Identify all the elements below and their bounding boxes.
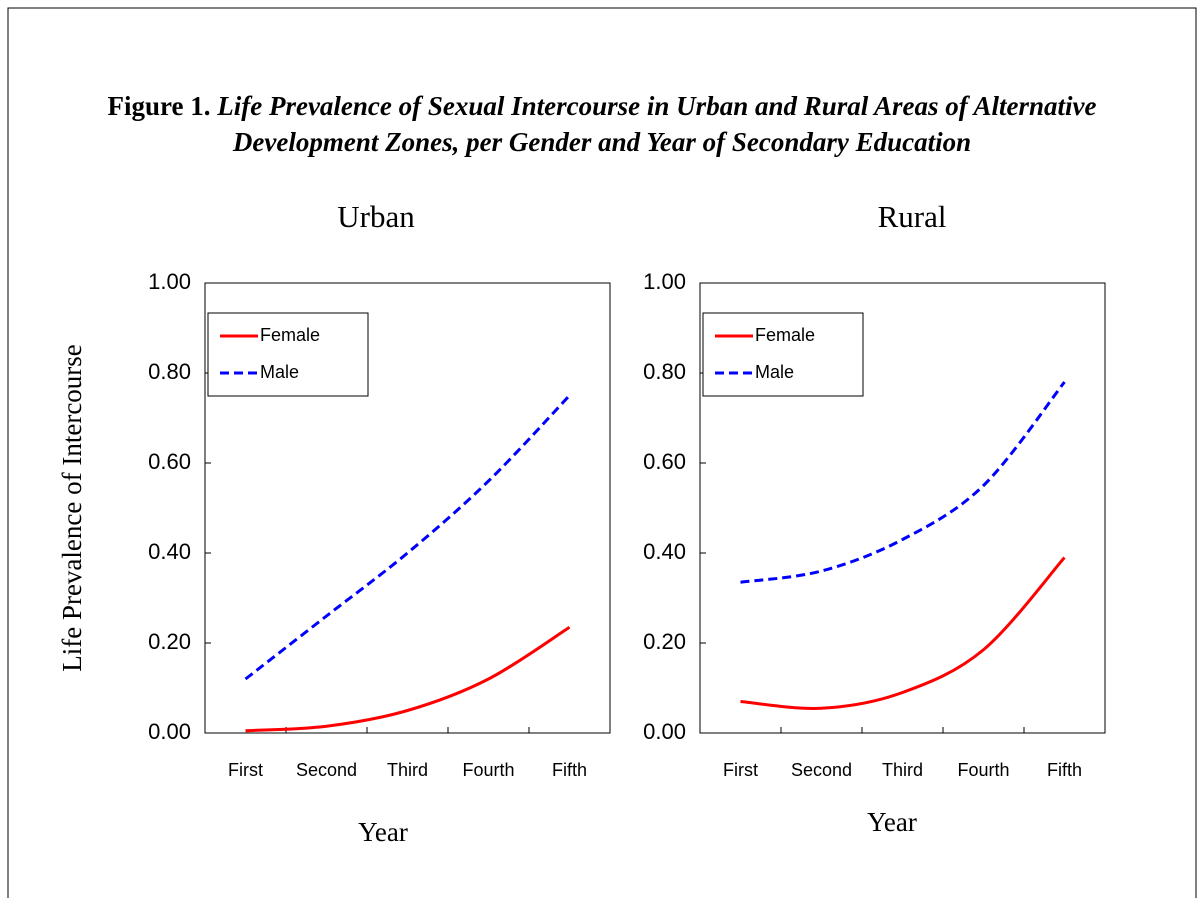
x-tick-label: Fifth (1047, 760, 1082, 780)
x-tick-label: Fourth (462, 760, 514, 780)
x-tick-label: Third (387, 760, 428, 780)
x-axis-label: Year (867, 807, 917, 837)
panel-title: Urban (337, 199, 415, 234)
figure-label: Figure 1. (107, 91, 211, 121)
y-tick-label: 0.60 (643, 449, 686, 474)
legend-box (207, 312, 369, 397)
series-line (740, 556, 1066, 710)
y-axis-label: Life Prevalence of Intercourse (57, 344, 87, 672)
x-axis-label: Year (358, 817, 408, 847)
y-tick-label: 0.20 (643, 629, 686, 654)
legend-label: Male (755, 362, 794, 382)
y-tick-label: 0.20 (148, 629, 191, 654)
y-tick-label: 0.40 (148, 539, 191, 564)
y-tick-label: 1.00 (643, 269, 686, 294)
series-line (245, 625, 571, 733)
legend-label: Female (260, 325, 320, 345)
y-tick-label: 0.80 (148, 359, 191, 384)
y-tick-label: 0.60 (148, 449, 191, 474)
plot-area (204, 282, 611, 734)
plot-area (699, 282, 1106, 734)
y-tick-label: 0.00 (148, 719, 191, 744)
frame (7, 7, 1197, 898)
x-tick-label: Second (296, 760, 357, 780)
legend-box (702, 312, 864, 397)
x-tick-label: First (228, 760, 263, 780)
x-tick-label: Third (882, 760, 923, 780)
x-tick-label: First (723, 760, 758, 780)
panel-title: Rural (878, 199, 947, 234)
y-tick-label: 0.80 (643, 359, 686, 384)
legend-label: Male (260, 362, 299, 382)
x-tick-label: Fourth (957, 760, 1009, 780)
y-tick-label: 0.40 (643, 539, 686, 564)
x-tick-label: Second (791, 760, 852, 780)
legend-label: Female (755, 325, 815, 345)
y-tick-label: 1.00 (148, 269, 191, 294)
series-line (740, 381, 1066, 584)
x-tick-label: Fifth (552, 760, 587, 780)
figure-heading: Figure 1. Life Prevalence of Sexual Inte… (60, 88, 1144, 160)
figure-title: Life Prevalence of Sexual Intercourse in… (217, 91, 1097, 157)
y-tick-label: 0.00 (643, 719, 686, 744)
series-line (244, 394, 571, 681)
